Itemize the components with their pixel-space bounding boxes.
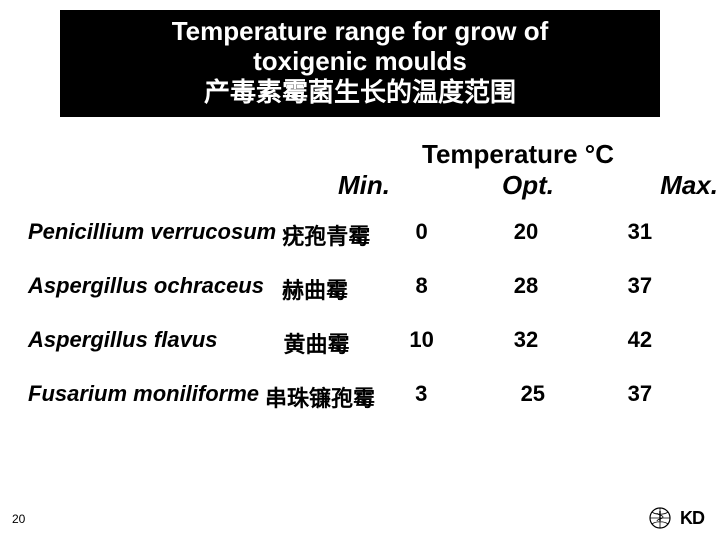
col-min: Min. xyxy=(338,170,458,201)
kd-logo-icon: KD xyxy=(680,508,704,529)
value-opt: 32 xyxy=(464,327,587,353)
species-name: Penicillium verrucosum 疣孢青霉 xyxy=(28,219,379,251)
header-columns: Min. Opt. Max. xyxy=(338,170,718,201)
col-opt: Opt. xyxy=(458,170,598,201)
header-temperature-label: Temperature °C xyxy=(338,139,698,170)
species-cn: 黄曲霉 xyxy=(284,327,350,359)
table-row: Penicillium verrucosum 疣孢青霉 0 20 31 xyxy=(28,219,692,251)
value-opt: 28 xyxy=(464,273,587,299)
value-max: 31 xyxy=(588,219,692,245)
value-max: 37 xyxy=(588,273,692,299)
species-cn: 串珠镰孢霉 xyxy=(265,381,375,413)
page-number: 20 xyxy=(12,512,25,526)
who-logo-icon xyxy=(648,506,672,530)
species-cn: 赫曲霉 xyxy=(282,273,348,305)
value-min: 0 xyxy=(379,219,464,245)
col-max: Max. xyxy=(598,170,718,201)
table-row: Aspergillus flavus 黄曲霉 10 32 42 xyxy=(28,327,692,359)
species-latin: Aspergillus flavus xyxy=(28,327,218,359)
value-max: 42 xyxy=(588,327,692,353)
species-name: Fusarium moniliforme 串珠镰孢霉 xyxy=(28,381,379,413)
table-row: Fusarium moniliforme 串珠镰孢霉 3 25 37 xyxy=(28,381,692,413)
value-min: 8 xyxy=(379,273,464,299)
title-cn: 产毒素霉菌生长的温度范围 xyxy=(73,77,647,108)
slide: Temperature range for grow of toxigenic … xyxy=(0,0,720,540)
table-row: Aspergillus ochraceus 赫曲霉 8 28 37 xyxy=(28,273,692,305)
footer-logos: KD xyxy=(648,506,704,530)
species-latin: Fusarium moniliforme xyxy=(28,381,259,413)
value-opt: 20 xyxy=(464,219,587,245)
species-name: Aspergillus ochraceus 赫曲霉 xyxy=(28,273,379,305)
value-min: 10 xyxy=(379,327,464,353)
value-min: 3 xyxy=(379,381,464,407)
species-latin: Aspergillus ochraceus xyxy=(28,273,264,305)
table-body: Penicillium verrucosum 疣孢青霉 0 20 31 Aspe… xyxy=(28,219,692,413)
value-opt: 25 xyxy=(464,381,588,407)
species-latin: Penicillium verrucosum xyxy=(28,219,276,251)
title-en-line1: Temperature range for grow of xyxy=(73,17,647,47)
species-name: Aspergillus flavus 黄曲霉 xyxy=(28,327,379,359)
species-cn: 疣孢青霉 xyxy=(282,219,370,251)
value-max: 37 xyxy=(588,381,692,407)
title-box: Temperature range for grow of toxigenic … xyxy=(60,10,660,117)
table-header: Temperature °C Min. Opt. Max. xyxy=(28,139,692,201)
title-en-line2: toxigenic moulds xyxy=(73,47,647,77)
